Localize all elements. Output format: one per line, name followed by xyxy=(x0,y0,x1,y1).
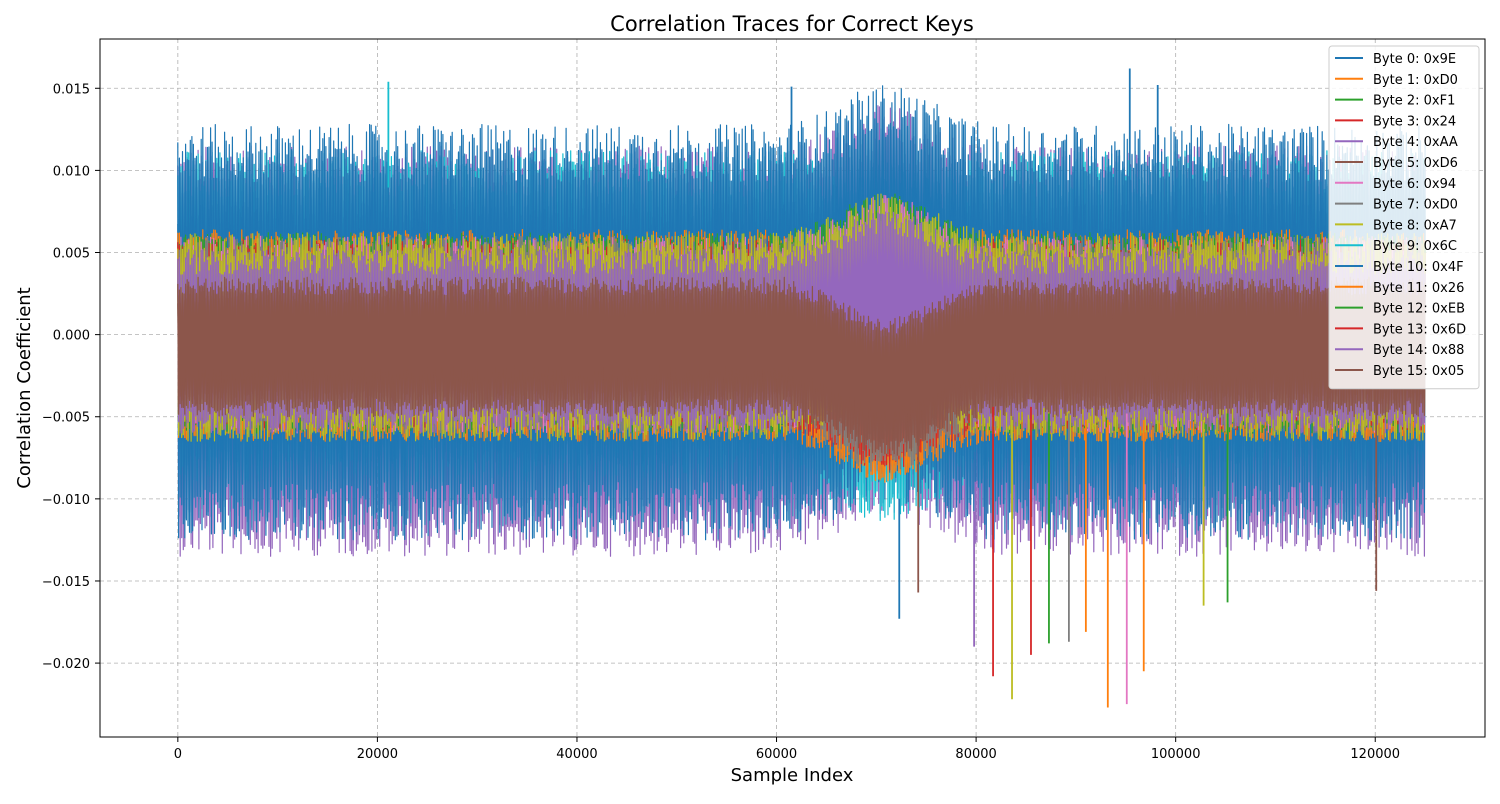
x-tick-label: 100000 xyxy=(1151,747,1201,762)
grid xyxy=(100,39,1485,737)
y-tick-label: −0.010 xyxy=(42,493,90,508)
legend-entry: Byte 4: 0xAA xyxy=(1373,135,1458,150)
legend-entry: Byte 15: 0x05 xyxy=(1373,364,1464,379)
y-tick-label: 0.015 xyxy=(53,82,90,97)
y-axis-label: Correlation Coefficient xyxy=(14,287,35,488)
series-line xyxy=(177,276,1426,450)
y-tick-label: −0.005 xyxy=(42,411,90,426)
y-tick-label: −0.015 xyxy=(42,575,90,590)
series-layer xyxy=(177,68,1426,708)
legend-entry: Byte 2: 0xF1 xyxy=(1373,94,1455,109)
legend-entry: Byte 10: 0x4F xyxy=(1373,260,1464,275)
legend-entry: Byte 7: 0xD0 xyxy=(1373,198,1458,213)
y-tick-label: 0.010 xyxy=(53,164,90,179)
x-tick-label: 20000 xyxy=(357,747,398,762)
x-tick-label: 0 xyxy=(174,747,182,762)
legend-box xyxy=(1328,45,1480,390)
legend-entry: Byte 6: 0x94 xyxy=(1373,177,1456,192)
plot-frame xyxy=(99,38,1486,738)
x-tick-label: 80000 xyxy=(955,747,996,762)
legend-entry: Byte 9: 0x6C xyxy=(1373,239,1457,254)
legend-entry: Byte 11: 0x26 xyxy=(1373,281,1464,296)
y-tick-label: 0.000 xyxy=(53,329,90,344)
legend-entry: Byte 1: 0xD0 xyxy=(1373,73,1458,88)
x-axis: 0 20000 40000 60000 80000 100000 120000 xyxy=(174,737,1400,762)
legend-entry: Byte 5: 0xD6 xyxy=(1373,156,1458,171)
x-tick-label: 40000 xyxy=(556,747,597,762)
y-tick-label: −0.020 xyxy=(42,657,90,672)
x-tick-label: 60000 xyxy=(756,747,797,762)
legend-entry: Byte 8: 0xA7 xyxy=(1373,218,1457,233)
legend-entry: Byte 12: 0xEB xyxy=(1373,302,1465,317)
legend-entry: Byte 14: 0x88 xyxy=(1373,343,1464,358)
legend-entry: Byte 13: 0x6D xyxy=(1373,322,1466,337)
y-axis: −0.020 −0.015 −0.010 −0.005 0.000 0.005 0.010 0… xyxy=(42,82,100,672)
legend-entry: Byte 3: 0x24 xyxy=(1373,114,1456,129)
y-tick-label: 0.005 xyxy=(53,247,90,262)
legend: Byte 0: 0x9E Byte 1: 0xD0 Byte 2: 0xF1 Byte… xyxy=(1328,45,1480,390)
x-tick-label: 120000 xyxy=(1350,747,1400,762)
chart-title: Correlation Traces for Correct Keys xyxy=(610,12,974,36)
x-axis-label: Sample Index xyxy=(731,765,854,786)
legend-entry: Byte 0: 0x9E xyxy=(1373,52,1456,67)
